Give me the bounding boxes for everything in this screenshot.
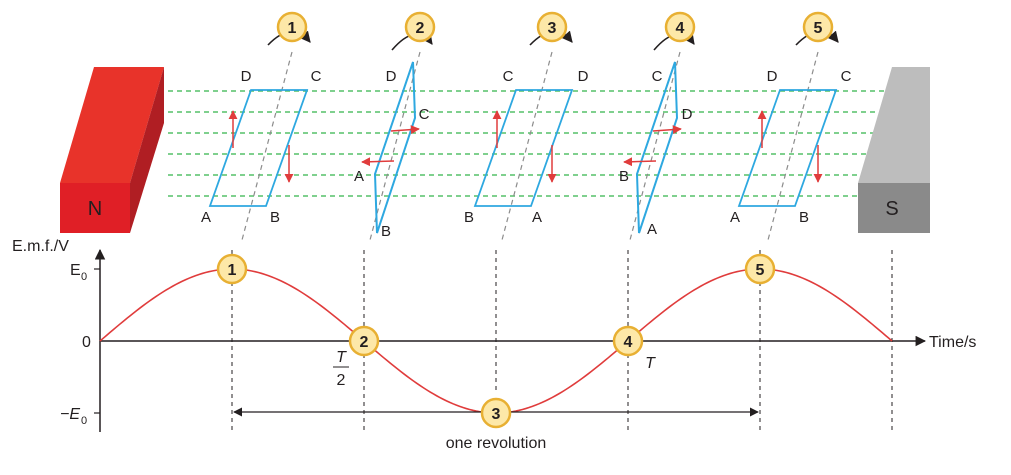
north-magnet: N bbox=[60, 67, 164, 233]
graph-point-badge bbox=[480, 397, 512, 429]
corner-label: A bbox=[730, 209, 740, 226]
corner-label: D bbox=[767, 68, 778, 85]
force-arrow-right bbox=[652, 125, 682, 135]
graph-point-badge-number: 1 bbox=[228, 262, 237, 279]
corner-label: A bbox=[201, 209, 211, 226]
y-axis-label: E.m.f./V bbox=[12, 238, 69, 255]
corner-label: B bbox=[619, 168, 629, 185]
coil-face-on bbox=[737, 89, 838, 207]
coil-stage-3: C D B A 3 bbox=[464, 11, 589, 241]
stage-badge-number: 4 bbox=[676, 20, 685, 37]
corner-label: C bbox=[841, 68, 852, 85]
corner-label: A bbox=[647, 221, 657, 238]
graph-point-badges: 1 2 3 4 5 bbox=[216, 253, 776, 429]
half-period-numerator: T bbox=[336, 349, 347, 366]
corner-label: C bbox=[311, 68, 322, 85]
stage-badge-number: 3 bbox=[548, 20, 557, 37]
corner-label: C bbox=[652, 68, 663, 85]
force-arrow-left bbox=[361, 157, 395, 167]
graph-point-badge bbox=[348, 325, 380, 357]
corner-label: B bbox=[270, 209, 280, 226]
coil-edge-on bbox=[635, 61, 679, 234]
corner-label: C bbox=[419, 106, 430, 123]
y-tick-top-subscript: 0 bbox=[81, 271, 87, 283]
corner-label: A bbox=[532, 209, 542, 226]
stage-badge bbox=[536, 11, 568, 43]
graph-point-badge-number: 4 bbox=[624, 334, 633, 351]
force-arrow-left bbox=[623, 157, 657, 167]
coil-face-on bbox=[208, 89, 309, 207]
corner-label: C bbox=[503, 68, 514, 85]
north-pole-label: N bbox=[88, 198, 102, 220]
stage-badge-number: 2 bbox=[416, 20, 425, 37]
stage-badge bbox=[664, 11, 696, 43]
corner-label: B bbox=[381, 223, 391, 240]
stage-badge bbox=[802, 11, 834, 43]
stage-badge bbox=[276, 11, 308, 43]
south-pole-label: S bbox=[885, 198, 898, 220]
corner-label: D bbox=[241, 68, 252, 85]
y-tick-bottom-text: −E bbox=[60, 406, 80, 423]
x-axis-label: Time/s bbox=[929, 334, 976, 351]
coil-face-on bbox=[473, 89, 574, 207]
corner-label: D bbox=[386, 68, 397, 85]
rotation-axis bbox=[501, 51, 553, 241]
y-tick-top-text: E bbox=[70, 262, 81, 279]
coil-stage-1: D C A B 1 bbox=[201, 11, 322, 241]
corner-label: B bbox=[799, 209, 809, 226]
magnetic-field-lines bbox=[168, 90, 893, 197]
stage-badge-number: 1 bbox=[288, 20, 297, 37]
graph-point-badge-number: 5 bbox=[756, 262, 765, 279]
graph-point-badge-number: 2 bbox=[360, 334, 369, 351]
graph-point-badge bbox=[612, 325, 644, 357]
period-label: T bbox=[645, 355, 656, 372]
corner-label: D bbox=[578, 68, 589, 85]
graph-point-badge-number: 3 bbox=[492, 406, 501, 423]
y-tick-zero-label: 0 bbox=[82, 334, 91, 351]
stage-badge-number: 5 bbox=[814, 20, 823, 37]
y-tick-top-label: E 0 bbox=[70, 262, 87, 283]
coil-stage-2: D C A B 2 bbox=[354, 11, 436, 241]
y-tick-bottom-label: −E 0 bbox=[60, 406, 87, 427]
rotation-axis bbox=[369, 51, 421, 241]
graph-point-badge bbox=[744, 253, 776, 285]
corner-label: D bbox=[682, 106, 693, 123]
graph-point-badge bbox=[216, 253, 248, 285]
corner-label: A bbox=[354, 168, 364, 185]
force-arrow-right bbox=[390, 125, 420, 135]
coil-edge-on bbox=[373, 61, 417, 234]
revolution-label: one revolution bbox=[446, 435, 547, 452]
coil-stage-4: C D B A 4 bbox=[619, 11, 696, 241]
coil-stage-5: D C A B 5 bbox=[730, 11, 852, 241]
half-period-denominator: 2 bbox=[337, 372, 346, 389]
rotation-axis bbox=[767, 51, 819, 241]
half-period-label: T 2 bbox=[333, 349, 349, 389]
stage-badge bbox=[404, 11, 436, 43]
rotation-axis bbox=[241, 51, 293, 241]
y-tick-bottom-subscript: 0 bbox=[81, 415, 87, 427]
corner-label: B bbox=[464, 209, 474, 226]
south-magnet: S bbox=[858, 67, 930, 233]
